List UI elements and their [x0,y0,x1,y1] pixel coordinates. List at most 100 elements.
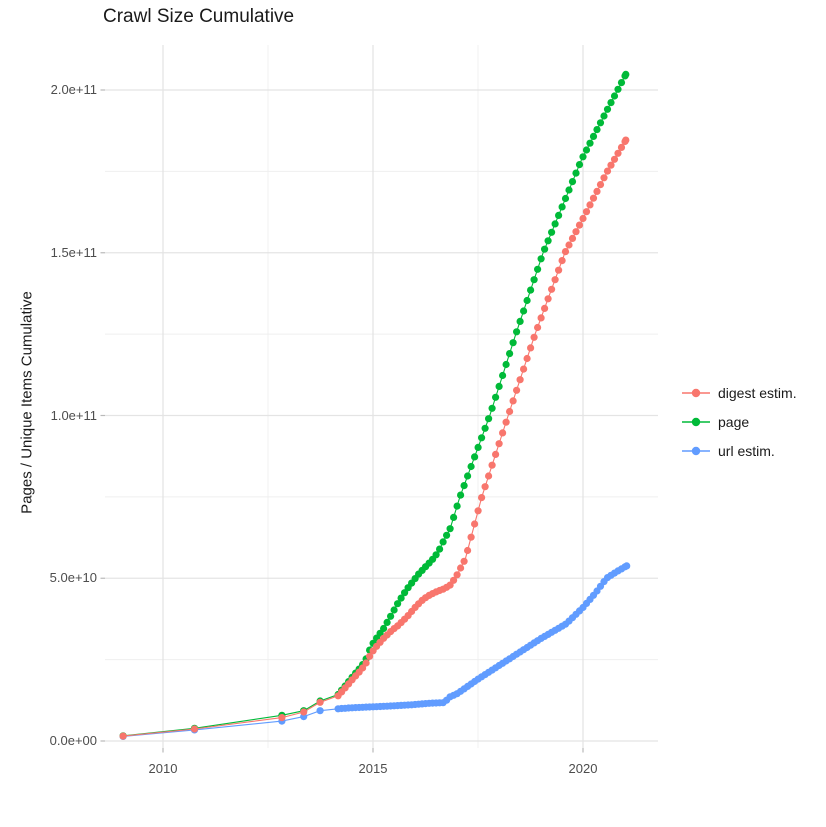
data-point-digest-estim- [488,461,496,469]
x-tick-label: 2010 [148,761,178,776]
data-point-page [457,491,465,499]
data-point-digest-estim- [622,136,630,144]
data-point-page [555,211,563,219]
data-point-digest-estim- [593,187,601,195]
data-point-url-estim- [623,562,631,570]
series-dots-url-estim- [119,562,631,741]
data-point-page [575,161,584,169]
data-point-page [464,472,472,480]
chart-title: Crawl Size Cumulative [103,6,295,27]
data-point-page [541,245,549,253]
data-point-page [523,296,531,305]
data-point-digest-estim- [558,257,566,265]
data-point-digest-estim- [582,208,591,216]
data-point-page [610,92,619,100]
data-point-page [520,307,528,315]
data-point-digest-estim- [530,333,538,341]
data-point-digest-estim- [561,248,570,256]
data-point-page [568,178,577,186]
data-point-page [492,393,500,401]
data-point-page [582,146,591,154]
data-point-page [617,79,626,87]
data-point-digest-estim- [596,181,605,189]
data-point-page [478,434,486,442]
legend-item-page: page [681,407,797,436]
data-point-digest-estim- [586,201,594,209]
data-point-digest-estim- [607,161,615,169]
legend-key-digest-estim-icon [682,388,710,397]
y-tick-label: 5.0e+10 [49,570,97,586]
data-point-digest-estim- [464,546,472,555]
y-tick-label: 1.5e+11 [50,244,97,260]
legend-label-page: page [718,413,750,430]
legend: digest estim. page url estim. [681,378,797,465]
data-point-page [450,513,458,522]
data-point-page [537,255,545,263]
legend-key-url-estim-icon [682,446,710,455]
data-point-page [439,538,447,546]
data-point-digest-estim- [513,386,521,394]
data-point-page [586,139,594,147]
data-point-page [481,424,489,432]
data-point-page [565,186,573,194]
data-point-page [432,551,440,559]
data-point-page [499,371,507,380]
data-point-digest-estim- [575,221,584,229]
data-point-digest-estim- [499,429,507,437]
data-point-digest-estim- [366,652,374,660]
data-point-page [436,545,444,553]
data-point-digest-estim- [467,533,475,541]
legend-item-url-estim: url estim. [681,436,797,465]
data-point-digest-estim- [359,664,367,672]
data-point-page [534,265,542,273]
data-point-page [544,237,552,245]
data-point-page [467,462,475,471]
legend-item-digest-estim: digest estim. [681,378,797,407]
data-point-page [593,126,601,134]
data-point-digest-estim- [541,304,549,312]
data-point-page [614,85,622,93]
data-point-page [495,382,503,390]
y-tick-label: 2.0e+11 [50,82,97,97]
data-point-digest-estim- [492,450,500,458]
data-point-digest-estim- [516,376,524,384]
data-point-page [561,194,570,203]
data-point-digest-estim- [568,234,577,242]
data-point-digest-estim- [485,472,493,480]
data-point-page [513,328,521,336]
data-point-page [474,443,482,451]
data-point-page [509,339,517,347]
data-point-page [394,600,402,608]
series-dots-digest-estim- [119,136,630,740]
legend-key-page-icon [682,417,710,426]
legend-label-digest-estim: digest estim. [718,384,797,401]
data-point-digest-estim- [453,571,461,579]
data-point-page [397,594,405,602]
data-point-page [548,228,556,236]
data-point-page [446,525,454,533]
data-point-page [488,404,496,412]
data-point-digest-estim- [600,174,608,182]
data-point-digest-estim- [190,725,199,733]
data-point-digest-estim- [572,228,580,236]
data-point-digest-estim- [460,557,468,565]
data-point-page [502,360,510,369]
data-point-digest-estim- [537,314,545,322]
data-point-page [471,453,479,461]
x-tick-label: 2015 [358,761,388,776]
data-point-page [600,112,608,120]
data-point-digest-estim- [523,354,531,363]
data-point-digest-estim- [617,143,626,151]
data-point-digest-estim- [610,155,619,163]
y-tick-label: 0.0e+00 [49,733,97,748]
data-point-page [589,132,598,140]
data-point-url-estim- [316,707,324,715]
data-point-page [572,169,580,177]
data-point-digest-estim- [278,714,286,722]
data-point-digest-estim- [474,507,482,515]
data-point-digest-estim- [589,194,598,202]
data-point-page [401,589,409,597]
data-point-page [387,612,395,620]
